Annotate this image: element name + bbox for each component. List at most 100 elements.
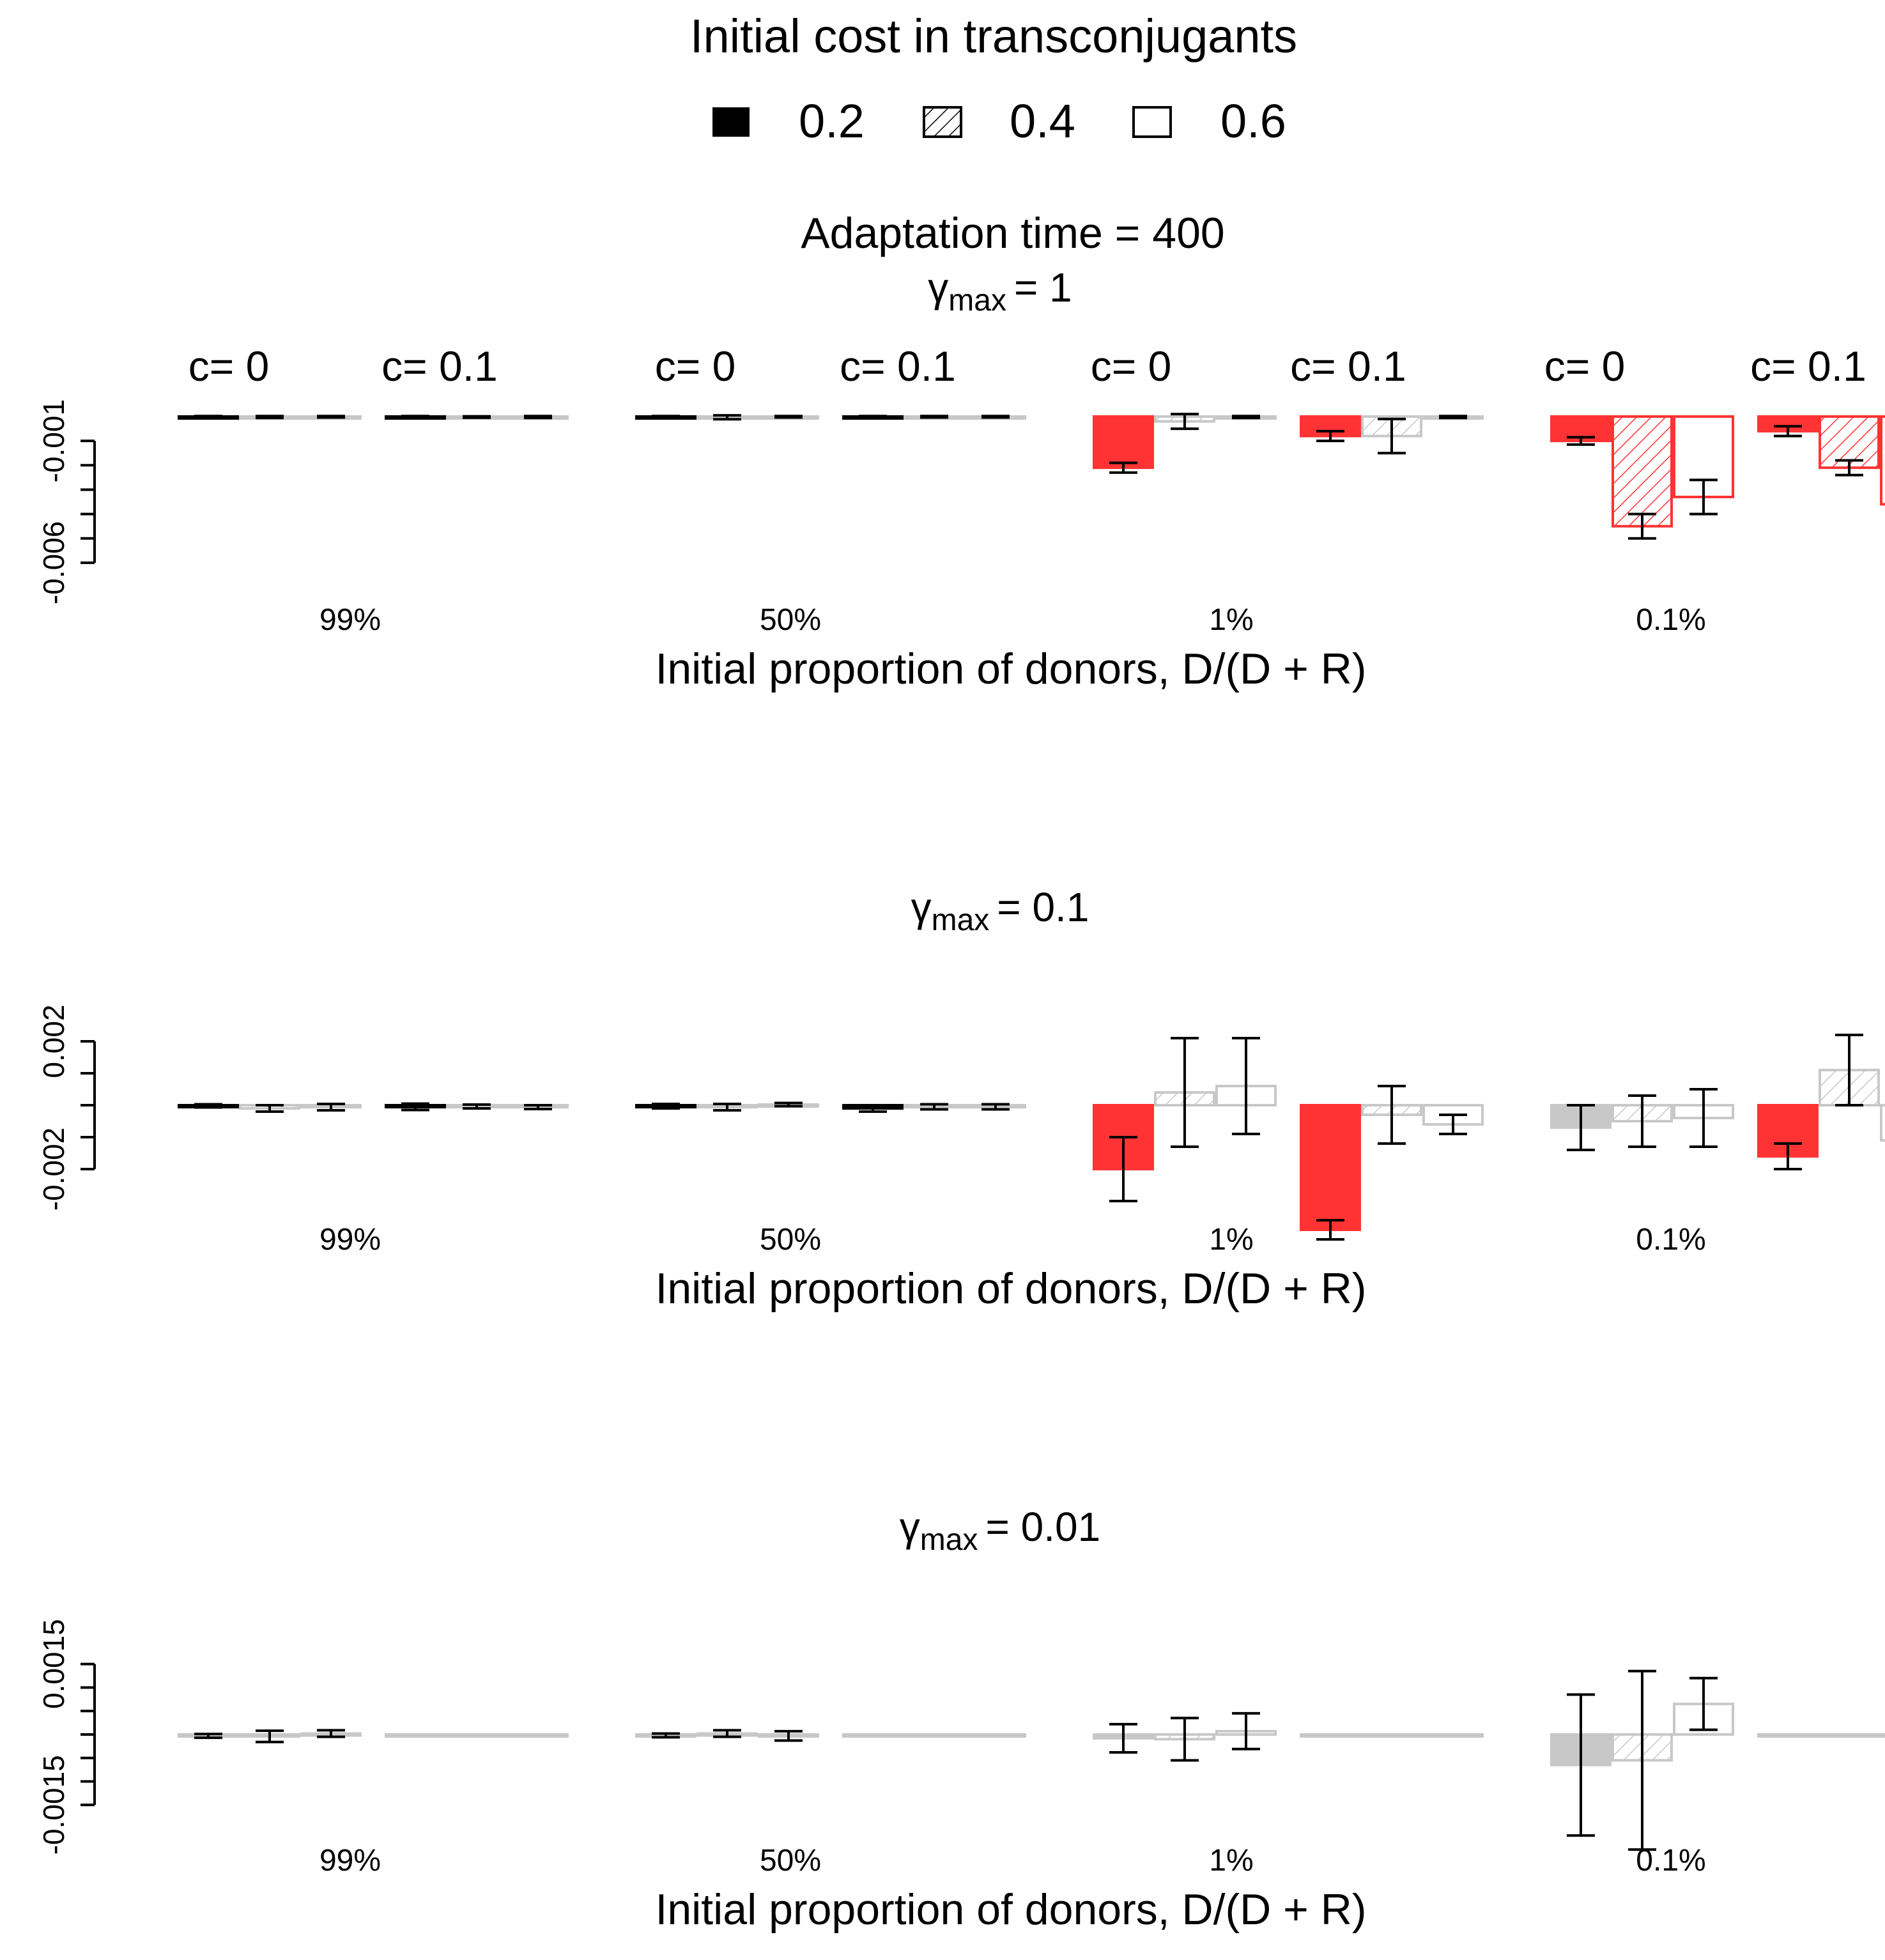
panel-3-gamma-label: γmax = 0.01 bbox=[900, 1504, 1100, 1557]
errorbar-p2-1%-c=0.1-cost0.4 bbox=[1378, 1085, 1406, 1145]
errorbar-p2-1%-c=0-cost0.2 bbox=[1109, 1136, 1137, 1202]
errorbar-p1-50%-c=0-cost0.4 bbox=[713, 414, 741, 421]
panel-1-group-labels: 99% 50% 1% 0.1% bbox=[319, 603, 1706, 637]
errorbar-p1-1%-c=0-cost0.2 bbox=[1109, 461, 1137, 474]
errorbar-p1-1%-c=0-cost0.4 bbox=[1171, 413, 1199, 431]
chart-title: Initial cost in transconjugants bbox=[690, 10, 1297, 63]
errorbar-p2-99%-c=0-cost0.6 bbox=[317, 1103, 345, 1112]
panel-1-c0-01: c= 0 bbox=[1544, 342, 1626, 390]
panel-2-group-label-01: 0.1% bbox=[1636, 1223, 1705, 1257]
errorbar-p1-99%-c=0-cost0.6 bbox=[317, 415, 345, 419]
errorbar-p1-99%-c=0.1-cost0.6 bbox=[524, 415, 552, 420]
bar-p3-50%-c=0.1-cost0.2 bbox=[842, 1733, 904, 1738]
bar-p3-0.1%-c=0.1-cost0.2 bbox=[1757, 1733, 1819, 1738]
errorbar-p1-50%-c=0.1-cost0.6 bbox=[981, 415, 1010, 419]
errorbar-p3-1%-c=0-cost0.6 bbox=[1232, 1711, 1260, 1750]
panel-2-group-label-99: 99% bbox=[319, 1223, 381, 1257]
errorbar-p2-99%-c=0.1-cost0.2 bbox=[401, 1102, 429, 1112]
errorbar-p1-50%-c=0.1-cost0.2 bbox=[859, 415, 887, 419]
errorbar-p3-0.1%-c=0-cost0.4 bbox=[1628, 1669, 1656, 1851]
legend-label-0.2: 0.2 bbox=[799, 95, 865, 148]
bar-p1-0.1%-c=0.1-cost0.6 bbox=[1880, 415, 1885, 506]
panel-3-group-label-50: 50% bbox=[760, 1844, 821, 1878]
bar-p1-1%-c=0-cost0.2 bbox=[1093, 415, 1154, 470]
errorbar-p2-50%-c=0.1-cost0.2 bbox=[859, 1104, 887, 1113]
chart-subtitle: Adaptation time = 400 bbox=[801, 209, 1224, 257]
errorbar-p3-99%-c=0-cost0.6 bbox=[317, 1729, 345, 1738]
errorbar-p1-0.1%-c=0.1-cost0.2 bbox=[1774, 425, 1802, 438]
errorbar-p3-1%-c=0-cost0.2 bbox=[1109, 1722, 1137, 1754]
errorbar-p2-50%-c=0-cost0.4 bbox=[713, 1103, 741, 1112]
errorbar-p2-0.1%-c=0-cost0.2 bbox=[1567, 1104, 1595, 1151]
panel-1-gamma-symbol: γ bbox=[928, 264, 948, 310]
panel-2-gamma-symbol: γ bbox=[911, 884, 932, 930]
panel-2-bars bbox=[178, 1034, 1885, 1241]
errorbar-p1-99%-c=0.1-cost0.2 bbox=[401, 415, 429, 419]
panel-2-gamma-label: γmax = 0.1 bbox=[911, 884, 1089, 937]
bar-p3-0.1%-c=0.1-cost0.4 bbox=[1819, 1733, 1880, 1738]
errorbar-p3-1%-c=0-cost0.4 bbox=[1171, 1717, 1199, 1762]
panel-1-subgroup-labels: c= 0 c= 0.1 c= 0 c= 0.1 c= 0 c= 0.1 c= 0… bbox=[188, 342, 1866, 390]
panel-1-group-label-99: 99% bbox=[319, 603, 381, 637]
panel-2-group-label-50: 50% bbox=[760, 1223, 821, 1257]
bar-p1-0.1%-c=0-cost0.4 bbox=[1612, 415, 1673, 528]
panel-3-group-labels: 99% 50% 1% 0.1% bbox=[319, 1844, 1706, 1878]
bar-p2-0.1%-c=0.1-cost0.6 bbox=[1880, 1104, 1885, 1142]
errorbar-p2-50%-c=0.1-cost0.6 bbox=[981, 1103, 1010, 1111]
y-tick-label: -0.002 bbox=[37, 1128, 70, 1211]
panel-1-group-label-50: 50% bbox=[760, 603, 821, 637]
errorbar-p2-50%-c=0-cost0.2 bbox=[652, 1103, 680, 1110]
panel-1: γmax = 1 c= 0 c= 0.1 c= 0 c= 0.1 c= 0 c= … bbox=[37, 264, 1885, 693]
panel-1-c0-99: c= 0 bbox=[188, 342, 270, 390]
panel-2-xlabel: Initial proportion of donors, D/(D + R) bbox=[655, 1264, 1366, 1313]
errorbar-p2-0.1%-c=0-cost0.6 bbox=[1689, 1088, 1718, 1148]
errorbar-p2-0.1%-c=0-cost0.4 bbox=[1628, 1094, 1656, 1148]
panel-3-gamma-value: = 0.01 bbox=[985, 1504, 1100, 1550]
bar-p1-0.1%-c=0-cost0.2 bbox=[1550, 415, 1612, 443]
bar-p3-99%-c=0.1-cost0.4 bbox=[446, 1733, 507, 1738]
legend-swatch-hatched bbox=[923, 106, 962, 138]
bar-p3-50%-c=0.1-cost0.6 bbox=[965, 1733, 1026, 1738]
errorbar-p1-1%-c=0.1-cost0.6 bbox=[1439, 415, 1467, 420]
errorbar-p2-0.1%-c=0.1-cost0.4 bbox=[1835, 1034, 1863, 1106]
errorbar-p2-99%-c=0.1-cost0.4 bbox=[463, 1103, 491, 1110]
errorbar-p3-50%-c=0-cost0.4 bbox=[713, 1729, 741, 1738]
panel-1-c0-1: c= 0 bbox=[1091, 342, 1172, 390]
errorbar-p2-99%-c=0-cost0.2 bbox=[194, 1103, 222, 1109]
errorbar-p2-1%-c=0.1-cost0.2 bbox=[1316, 1219, 1344, 1241]
bar-p3-50%-c=0.1-cost0.4 bbox=[904, 1733, 965, 1738]
panel-1-c01-01: c= 0.1 bbox=[1750, 342, 1866, 390]
errorbar-p3-99%-c=0-cost0.4 bbox=[256, 1729, 284, 1743]
errorbar-p1-1%-c=0-cost0.6 bbox=[1232, 415, 1260, 420]
y-tick-label: 0.0015 bbox=[37, 1619, 70, 1709]
errorbar-p3-50%-c=0-cost0.2 bbox=[652, 1732, 680, 1739]
panel-1-bars bbox=[178, 413, 1885, 540]
bar-p3-0.1%-c=0.1-cost0.6 bbox=[1880, 1733, 1885, 1738]
panel-2-y-axis: 0.002 -0.002 bbox=[37, 1004, 96, 1211]
bar-p3-99%-c=0.1-cost0.2 bbox=[385, 1733, 446, 1738]
errorbar-p3-0.1%-c=0-cost0.6 bbox=[1689, 1676, 1718, 1731]
errorbar-p3-0.1%-c=0-cost0.2 bbox=[1567, 1693, 1595, 1837]
panel-2-gamma-value: = 0.1 bbox=[997, 884, 1089, 930]
errorbar-p1-1%-c=0.1-cost0.2 bbox=[1316, 429, 1344, 443]
panel-1-group-label-01: 0.1% bbox=[1636, 603, 1705, 637]
panel-3: γmax = 0.01 0.0015 -0.0015 99% 50% 1% 0.1%… bbox=[37, 1504, 1885, 1934]
errorbar-p1-0.1%-c=0.1-cost0.4 bbox=[1835, 459, 1863, 477]
errorbar-p2-99%-c=0-cost0.4 bbox=[256, 1104, 284, 1113]
errorbar-p2-50%-c=0.1-cost0.4 bbox=[920, 1103, 948, 1111]
bar-p3-1%-c=0.1-cost0.4 bbox=[1361, 1733, 1422, 1738]
legend-label-0.4: 0.4 bbox=[1010, 95, 1075, 148]
panel-3-gamma-sub: max bbox=[920, 1523, 978, 1557]
y-tick-label: -0.001 bbox=[37, 399, 70, 482]
panel-3-group-label-01: 0.1% bbox=[1636, 1844, 1705, 1878]
bar-p3-1%-c=0.1-cost0.2 bbox=[1300, 1733, 1361, 1738]
legend: 0.2 0.4 0.6 bbox=[712, 95, 1286, 148]
errorbar-p2-50%-c=0-cost0.6 bbox=[774, 1101, 803, 1108]
panel-2-group-label-1: 1% bbox=[1209, 1223, 1253, 1257]
panel-1-group-label-1: 1% bbox=[1209, 603, 1253, 637]
panel-3-group-label-1: 1% bbox=[1209, 1844, 1253, 1878]
panel-1-gamma-sub: max bbox=[948, 284, 1006, 318]
errorbar-p2-0.1%-c=0.1-cost0.2 bbox=[1774, 1142, 1802, 1170]
panel-1-y-axis: -0.001 -0.006 bbox=[37, 399, 96, 604]
errorbar-p2-99%-c=0.1-cost0.6 bbox=[524, 1104, 552, 1110]
